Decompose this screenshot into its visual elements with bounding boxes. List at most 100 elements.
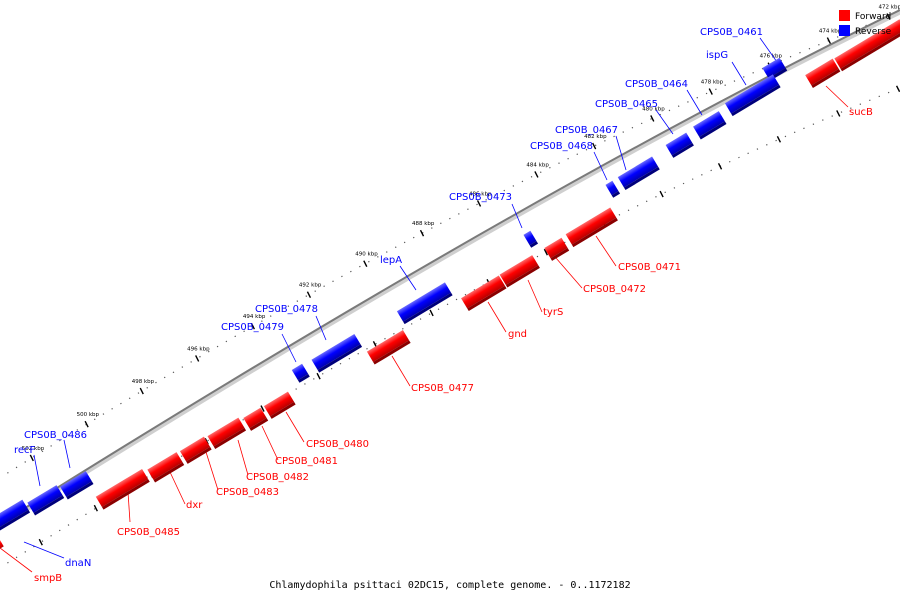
- gene-label-cps0b-0464[interactable]: CPS0B_0464: [625, 79, 688, 90]
- scale-tick: [195, 355, 200, 362]
- gene-block-cps0b-0485[interactable]: [95, 468, 150, 510]
- gene-label-cps0b-0468[interactable]: CPS0B_0468: [530, 141, 593, 152]
- inner-scale-tick: [717, 162, 723, 170]
- gene-block-cps0b-0481[interactable]: [243, 407, 269, 431]
- inner-scale-tick: [895, 85, 900, 93]
- scale-tick-labels: 472 kbp 474 kbp 476 kbp 478 kbp 480 kbp 482 k…: [22, 5, 900, 452]
- gene-block-cps0b-0473[interactable]: [523, 230, 539, 248]
- gene-block-cps0b-0465[interactable]: [665, 132, 694, 158]
- inner-scale-tick: [316, 372, 321, 380]
- scale-tick-label: 482 kbp: [584, 134, 607, 140]
- gene-block-sucb[interactable]: [805, 58, 841, 88]
- gene-label-cps0b-0472[interactable]: CPS0B_0472: [583, 284, 646, 295]
- gene-label-ispg[interactable]: ispG: [706, 50, 728, 61]
- scale-tick-label: 496 kbp: [187, 346, 210, 352]
- inner-scale-tick: [776, 136, 782, 143]
- gene-block-cps0b-0479[interactable]: [291, 363, 310, 383]
- scale-tick: [534, 171, 539, 178]
- scale-tick-label: 498 kbp: [132, 379, 155, 385]
- scale-tick-label: 502 kbp: [22, 446, 45, 452]
- reverse-strand-genes: [0, 57, 788, 531]
- scale-tick: [826, 37, 832, 44]
- scale-tick: [306, 291, 312, 298]
- forward-gene-labels: sucB CPS0B_0471 CPS0B_0472 tyrS gnd CPS0…: [34, 107, 873, 584]
- scale-tick: [139, 387, 144, 395]
- gene-block-smpb[interactable]: [0, 539, 4, 550]
- gene-block-sucb-2[interactable]: [834, 19, 900, 72]
- scale-tick: [363, 260, 368, 267]
- inner-scale-tick: [38, 538, 43, 546]
- scale-tick-label: 476 kbp: [760, 54, 783, 60]
- gene-block-dnan[interactable]: [0, 499, 31, 531]
- scale-tick: [419, 229, 425, 237]
- gene-block-lepa[interactable]: [396, 282, 453, 325]
- gene-label-cps0b-0485[interactable]: CPS0B_0485: [117, 527, 180, 538]
- legend-label-forward: Forward: [855, 12, 891, 22]
- gene-block-cps0b-0464[interactable]: [693, 111, 727, 140]
- gene-label-cps0b-0483[interactable]: CPS0B_0483: [216, 487, 279, 498]
- scale-tick-label: 490 kbp: [355, 252, 378, 258]
- inner-scale-tick: [836, 110, 841, 117]
- inner-scale-tick: [93, 504, 98, 512]
- gene-label-cps0b-0477[interactable]: CPS0B_0477: [411, 383, 474, 394]
- inner-scale-tick: [429, 309, 434, 317]
- gene-block-cps0b-0483[interactable]: [179, 436, 212, 464]
- scale-tick: [476, 200, 482, 207]
- legend: Forward Reverse: [839, 10, 892, 37]
- gene-block-cps0b-0468[interactable]: [605, 180, 621, 198]
- gene-label-gnd[interactable]: gnd: [508, 329, 527, 340]
- scale-tick: [886, 13, 891, 20]
- gene-label-cps0b-0481[interactable]: CPS0B_0481: [275, 456, 338, 467]
- scale-tick-label: 484 kbp: [526, 162, 549, 168]
- gene-block-cps0b-0486[interactable]: [60, 471, 94, 500]
- scale-tick-label: 500 kbp: [77, 412, 100, 418]
- gene-label-recf[interactable]: recF: [14, 445, 36, 456]
- gene-block-cps0b-0482[interactable]: [207, 417, 247, 449]
- gene-label-smpb[interactable]: smpB: [34, 573, 62, 584]
- scale-tick-label: 480 kbp: [642, 106, 665, 112]
- gene-label-cps0b-0479[interactable]: CPS0B_0479: [221, 322, 284, 333]
- gene-block-cps0b-0472[interactable]: [544, 237, 570, 261]
- gene-block-tyrs[interactable]: [499, 255, 540, 288]
- gene-label-sucb[interactable]: sucB: [849, 107, 873, 118]
- label-leader-lines: [0, 37, 849, 573]
- scale-tick-label: 474 kbp: [819, 29, 842, 35]
- reverse-gene-labels: CPS0B_0461 ispG CPS0B_0464 CPS0B_0465 CP…: [14, 27, 763, 569]
- gene-label-lepa[interactable]: lepA: [380, 255, 402, 266]
- gene-block-cps0b-0467[interactable]: [617, 156, 660, 191]
- scale-tick-label: 494 kbp: [243, 314, 266, 320]
- legend-swatch-reverse: [839, 25, 850, 36]
- scale-tick-label: 492 kbp: [299, 283, 322, 289]
- scale-tick: [592, 142, 597, 150]
- inner-scale-tick: [260, 405, 265, 412]
- gene-block-cps0b-0480[interactable]: [263, 391, 296, 419]
- forward-strand-genes: [0, 19, 900, 550]
- gene-block-cps0b-0471[interactable]: [565, 207, 618, 248]
- scale-tick: [250, 322, 256, 330]
- gene-label-cps0b-0465[interactable]: CPS0B_0465: [595, 99, 658, 110]
- gene-block-gnd[interactable]: [461, 275, 507, 312]
- gene-label-dnan[interactable]: dnaN: [65, 558, 91, 569]
- inner-scale-tick: [543, 248, 549, 256]
- gene-label-cps0b-0482[interactable]: CPS0B_0482: [246, 472, 309, 483]
- gene-label-cps0b-0478[interactable]: CPS0B_0478: [255, 304, 318, 315]
- gene-block-cps0b-0477[interactable]: [366, 330, 411, 365]
- gene-label-tyrs[interactable]: tyrS: [543, 307, 563, 318]
- gene-label-cps0b-0461[interactable]: CPS0B_0461: [700, 27, 763, 38]
- scale-tick: [708, 88, 713, 95]
- gene-label-dxr[interactable]: dxr: [186, 500, 203, 511]
- gene-block-recf[interactable]: [27, 485, 65, 516]
- gene-label-cps0b-0486[interactable]: CPS0B_0486: [24, 430, 87, 441]
- scale-tick: [650, 115, 655, 122]
- gene-label-cps0b-0480[interactable]: CPS0B_0480: [306, 439, 369, 450]
- gene-block-cps0b-0478[interactable]: [311, 333, 363, 373]
- gene-block-dxr[interactable]: [147, 452, 185, 483]
- gene-block-ispg[interactable]: [724, 74, 781, 117]
- scale-tick-label: 486 kbp: [469, 191, 492, 197]
- gene-label-cps0b-0471[interactable]: CPS0B_0471: [618, 262, 681, 273]
- inner-scale-track: [0, 87, 900, 569]
- gene-label-cps0b-0473[interactable]: CPS0B_0473: [449, 192, 512, 203]
- gene-label-cps0b-0467[interactable]: CPS0B_0467: [555, 125, 618, 136]
- scale-tick: [29, 454, 34, 462]
